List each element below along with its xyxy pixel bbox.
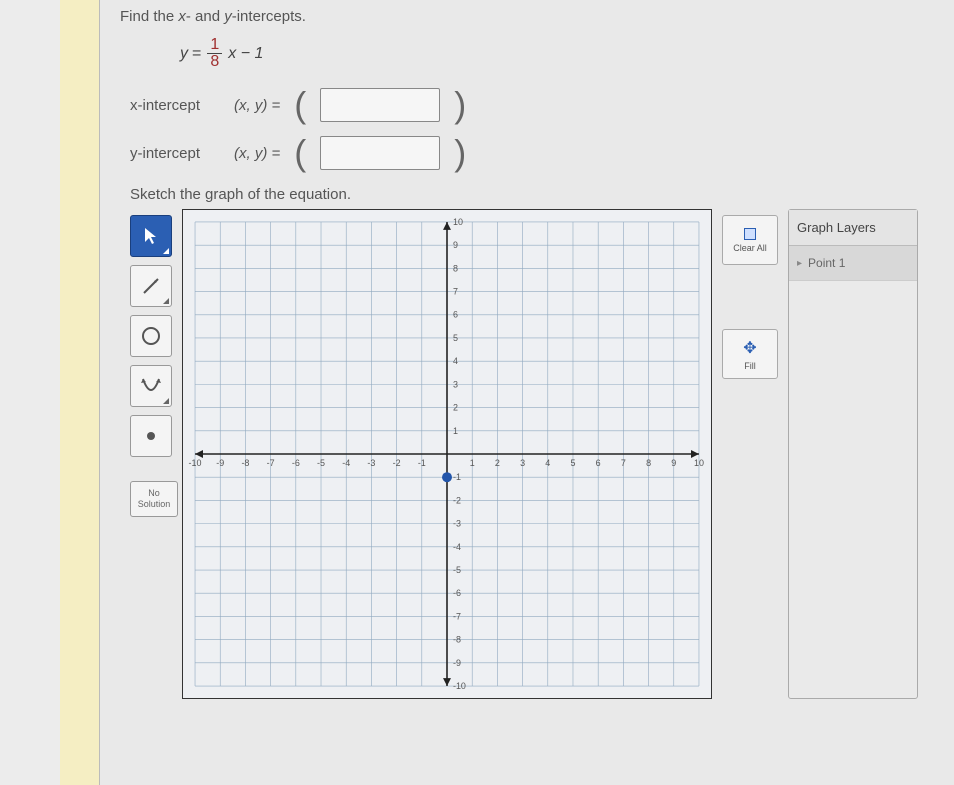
svg-text:-1: -1: [418, 458, 426, 468]
eq-equals: =: [192, 45, 201, 63]
svg-text:-5: -5: [453, 565, 461, 575]
svg-text:6: 6: [453, 310, 458, 320]
x-intercept-label: x-intercept: [130, 97, 220, 114]
point-icon: [145, 430, 157, 442]
fill-button[interactable]: ✥ Fill: [722, 329, 778, 379]
svg-text:7: 7: [621, 458, 626, 468]
svg-text:-6: -6: [453, 588, 461, 598]
svg-text:-4: -4: [453, 542, 461, 552]
svg-text:7: 7: [453, 287, 458, 297]
svg-text:3: 3: [520, 458, 525, 468]
eq-lhs: y: [180, 45, 188, 63]
parabola-tool-button[interactable]: [130, 365, 172, 407]
clear-all-button[interactable]: Clear All: [722, 215, 778, 265]
svg-text:-8: -8: [453, 635, 461, 645]
svg-text:8: 8: [646, 458, 651, 468]
svg-text:-10: -10: [453, 681, 466, 691]
svg-text:6: 6: [596, 458, 601, 468]
svg-text:-2: -2: [453, 495, 461, 505]
svg-text:-3: -3: [367, 458, 375, 468]
svg-text:4: 4: [545, 458, 550, 468]
instruction-prefix: Find the: [120, 8, 178, 25]
right-panel: Clear All ✥ Fill Graph Layers ▸ Point 1: [718, 209, 918, 699]
x-intercept-row: x-intercept (x, y) = ( ): [130, 88, 934, 122]
graph-canvas[interactable]: -10 -9 -8 -7 -6 -5 -4 -3 -2 -1 1 2 3 4 5 6 7 8 9 10 -10 -9 -8 -…: [182, 209, 712, 699]
layers-title: Graph Layers: [789, 210, 917, 246]
svg-text:-5: -5: [317, 458, 325, 468]
y-intercept-input[interactable]: [320, 136, 440, 170]
yellow-accent-strip: [60, 0, 100, 785]
instruction-text: Find the x- and y-intercepts.: [120, 8, 934, 25]
svg-text:5: 5: [453, 333, 458, 343]
fraction-den: 8: [207, 54, 222, 70]
line-icon: [141, 276, 161, 296]
y-intercept-label: y-intercept: [130, 145, 220, 162]
left-gutter: [0, 0, 60, 785]
circle-icon: [140, 325, 162, 347]
svg-text:-10: -10: [189, 458, 202, 468]
line-tool-button[interactable]: [130, 265, 172, 307]
svg-text:-2: -2: [393, 458, 401, 468]
instruction-suffix: -intercepts.: [232, 8, 306, 25]
svg-text:10: 10: [694, 458, 704, 468]
parabola-icon: [140, 375, 162, 397]
graph-layers-panel: Graph Layers ▸ Point 1: [788, 209, 918, 699]
var-y: y: [224, 8, 232, 25]
svg-text:-6: -6: [292, 458, 300, 468]
x-intercept-input[interactable]: [320, 88, 440, 122]
x-intercept-prefix: (x, y) =: [234, 97, 280, 114]
svg-text:-8: -8: [241, 458, 249, 468]
fraction: 1 8: [207, 37, 222, 70]
svg-text:1: 1: [470, 458, 475, 468]
svg-text:2: 2: [495, 458, 500, 468]
svg-text:-3: -3: [453, 519, 461, 529]
fraction-num: 1: [207, 37, 222, 54]
svg-text:-4: -4: [342, 458, 350, 468]
circle-tool-button[interactable]: [130, 315, 172, 357]
svg-text:4: 4: [453, 356, 458, 366]
svg-text:8: 8: [453, 263, 458, 273]
content-area: Find the x- and y-intercepts. y = 1 8 x …: [100, 0, 954, 785]
svg-text:-9: -9: [453, 658, 461, 668]
instruction-mid: - and: [186, 8, 224, 25]
question-prompt: Find the x- and y-intercepts. y = 1 8 x …: [100, 0, 954, 699]
tool-column: No Solution: [130, 209, 176, 699]
no-solution-button[interactable]: No Solution: [130, 481, 178, 517]
y-intercept-row: y-intercept (x, y) = ( ): [130, 136, 934, 170]
svg-text:5: 5: [570, 458, 575, 468]
graph-region: No Solution -10 -9 -8 -7 -6 -5 -4 -3 -2 -1 1 2 3 4 5 6 7…: [130, 209, 934, 699]
svg-text:1: 1: [453, 426, 458, 436]
layer-item-point1[interactable]: ▸ Point 1: [789, 246, 917, 281]
svg-text:10: 10: [453, 217, 463, 227]
var-x: x: [178, 8, 186, 25]
svg-text:3: 3: [453, 379, 458, 389]
svg-text:-9: -9: [216, 458, 224, 468]
y-intercept-prefix: (x, y) =: [234, 145, 280, 162]
graph-grid: -10 -9 -8 -7 -6 -5 -4 -3 -2 -1 1 2 3 4 5 6 7 8 9 10 -10 -9 -8 -…: [183, 210, 711, 698]
clear-icon: [744, 228, 756, 240]
svg-text:-1: -1: [453, 472, 461, 482]
pointer-tool-button[interactable]: [130, 215, 172, 257]
sketch-instruction: Sketch the graph of the equation.: [130, 186, 934, 203]
svg-text:-7: -7: [267, 458, 275, 468]
pointer-icon: [143, 227, 159, 245]
svg-text:2: 2: [453, 403, 458, 413]
fill-icon: ✥: [743, 338, 756, 358]
svg-text:9: 9: [453, 240, 458, 250]
chevron-right-icon: ▸: [797, 258, 802, 269]
point-tool-button[interactable]: [130, 415, 172, 457]
action-column: Clear All ✥ Fill: [718, 209, 782, 699]
svg-text:-7: -7: [453, 611, 461, 621]
svg-text:9: 9: [671, 458, 676, 468]
equation: y = 1 8 x − 1: [180, 37, 934, 70]
eq-tail: x − 1: [228, 45, 263, 63]
